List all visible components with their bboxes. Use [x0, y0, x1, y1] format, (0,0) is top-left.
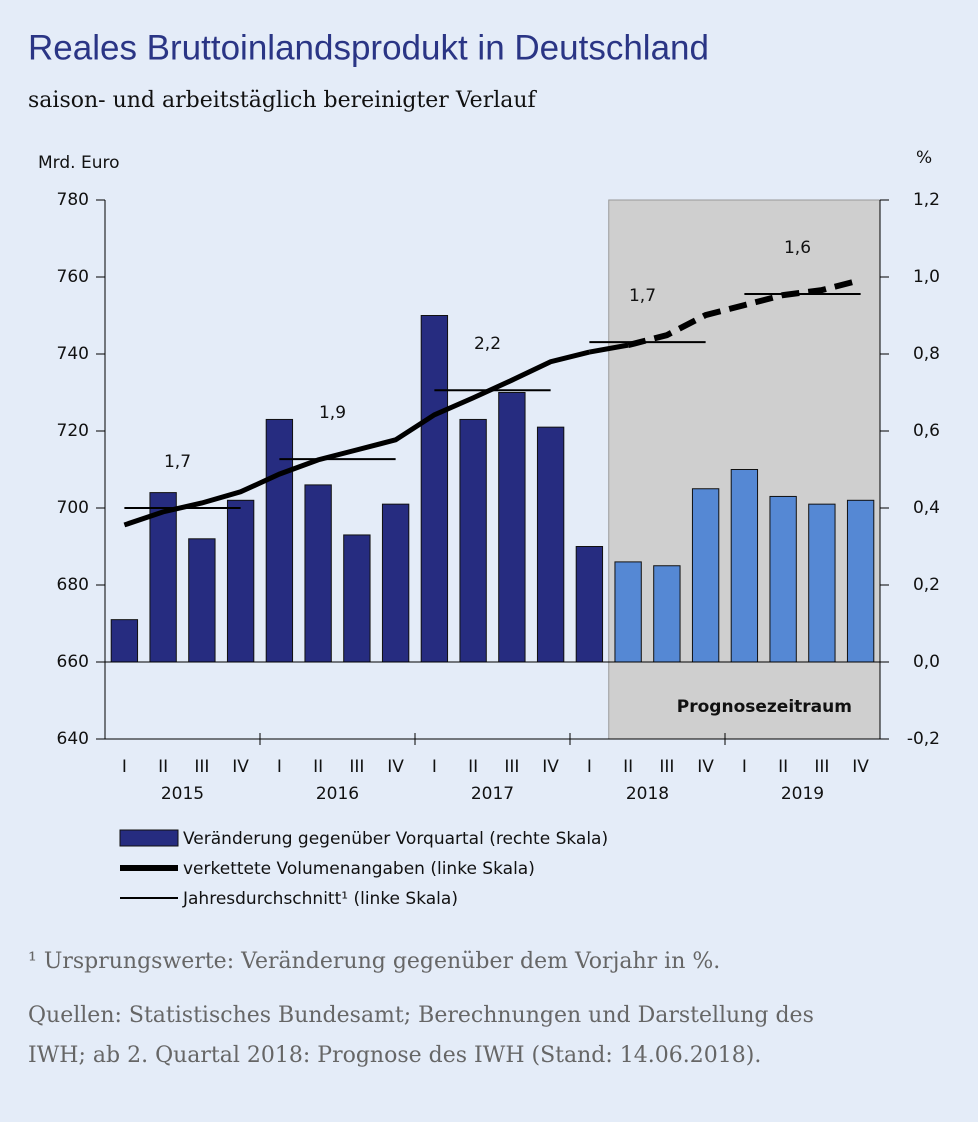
y-tick-label: 780 — [57, 190, 89, 210]
year-label: 2017 — [471, 784, 514, 804]
bar — [691, 488, 720, 663]
legend-label: verkettete Volumenangaben (linke Skala) — [183, 859, 535, 879]
x-tick-label: IV — [852, 757, 869, 777]
x-tick-label: III — [194, 757, 209, 777]
bar — [343, 534, 371, 663]
subtitle: saison- und arbeitstäglich bereinigter V… — [28, 88, 538, 113]
bar — [575, 546, 604, 663]
x-tick-label: III — [814, 757, 829, 777]
bar — [769, 495, 797, 663]
volume-forecast-line — [627, 277, 862, 349]
y2-tick-label: 1,2 — [913, 190, 940, 210]
annual-growth-label: 1,6 — [784, 238, 811, 258]
x-tick-label: II — [623, 757, 633, 777]
bar — [498, 392, 526, 663]
year-label: 2018 — [626, 784, 669, 804]
y-tick-label: 720 — [57, 421, 89, 441]
source: IWH; ab 2. Quartal 2018: Prognose des IW… — [28, 1043, 761, 1068]
x-tick-label: III — [349, 757, 364, 777]
y-tick-label: 740 — [57, 344, 89, 364]
y-axis-label: Mrd. Euro — [38, 153, 120, 173]
y2-tick-label: 0,0 — [913, 652, 940, 672]
bar — [188, 538, 216, 663]
y-tick-label: 700 — [57, 498, 89, 518]
y-tick-label: 640 — [57, 729, 89, 749]
y2-tick-label: 0,6 — [913, 421, 940, 441]
volume-connector — [588, 342, 629, 355]
legend-label: Veränderung gegenüber Vorquartal (rechte… — [183, 829, 608, 849]
year-label: 2015 — [161, 784, 204, 804]
bar — [536, 426, 565, 663]
source: Quellen: Statistisches Bundesamt; Berech… — [28, 1003, 814, 1028]
bar — [420, 315, 449, 663]
x-tick-label: I — [122, 757, 127, 777]
volume-line — [123, 349, 590, 528]
y2-tick-label: 0,2 — [913, 575, 940, 595]
legend-label: Jahresdurchschnitt¹ (linke Skala) — [182, 889, 458, 909]
x-tick-label: II — [468, 757, 478, 777]
y2-tick-label: 1,0 — [913, 267, 940, 287]
bar — [226, 499, 255, 663]
bar — [730, 469, 759, 663]
bar — [265, 418, 294, 663]
year-label: 2016 — [316, 784, 359, 804]
y-tick-label: 660 — [57, 652, 89, 672]
forecast-label: Prognosezeitraum — [677, 697, 852, 717]
x-tick-label: I — [277, 757, 282, 777]
x-tick-label: IV — [387, 757, 404, 777]
y2-tick-label: -0,2 — [907, 729, 940, 749]
x-tick-label: III — [659, 757, 674, 777]
x-tick-label: I — [432, 757, 437, 777]
bar — [304, 484, 332, 663]
bar — [110, 619, 139, 663]
y2-tick-label: 0,8 — [913, 344, 940, 364]
annual-growth-label: 1,7 — [164, 452, 191, 472]
bar — [149, 492, 177, 663]
y2-tick-label: 0,4 — [913, 498, 940, 518]
x-tick-label: II — [313, 757, 323, 777]
footnote: ¹ Ursprungswerte: Veränderung gegenüber … — [28, 949, 720, 974]
legend-swatch — [119, 829, 179, 847]
x-tick-label: II — [158, 757, 168, 777]
bar — [459, 418, 487, 663]
annual-growth-label: 2,2 — [474, 334, 501, 354]
annual-growth-label: 1,9 — [319, 403, 346, 423]
annual-growth-label: 1,7 — [629, 286, 656, 306]
bar — [614, 561, 642, 663]
bar — [846, 499, 875, 663]
x-tick-label: IV — [697, 757, 714, 777]
x-tick-label: IV — [542, 757, 559, 777]
chart-title: Reales Bruttoinlandsprodukt in Deutschla… — [28, 28, 709, 67]
year-label: 2019 — [781, 784, 824, 804]
x-tick-label: I — [742, 757, 747, 777]
y2-axis-label: % — [916, 148, 932, 168]
bar — [381, 503, 410, 663]
y-tick-label: 760 — [57, 267, 89, 287]
x-tick-label: III — [504, 757, 519, 777]
x-tick-label: II — [778, 757, 788, 777]
bar — [653, 565, 681, 663]
bar — [808, 503, 836, 663]
y-tick-label: 680 — [57, 575, 89, 595]
x-tick-label: I — [587, 757, 592, 777]
x-tick-label: IV — [232, 757, 249, 777]
